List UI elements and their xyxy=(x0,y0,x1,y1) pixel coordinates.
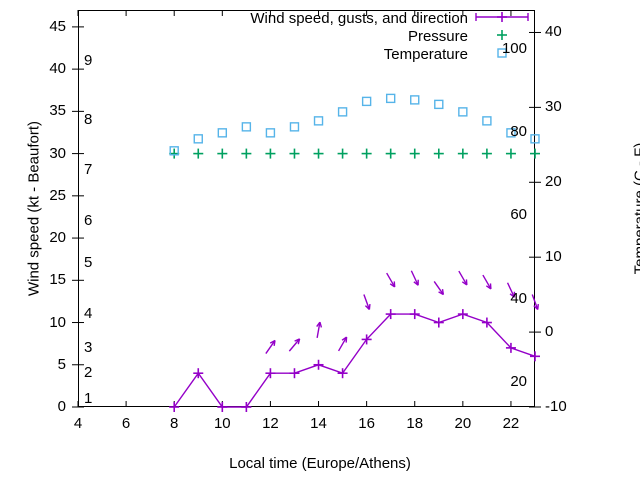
temperature-marker xyxy=(458,107,468,117)
wind-direction-arrowhead xyxy=(297,338,301,345)
temperature-marker xyxy=(217,128,228,138)
wind-direction-arrowhead xyxy=(509,293,515,298)
temperature-marker xyxy=(506,128,516,138)
wind-direction-arrow xyxy=(337,336,348,352)
wind-direction-arrowhead xyxy=(319,321,323,328)
x-tick-label-10: 10 xyxy=(213,415,231,432)
wind-direction-arrowhead xyxy=(441,289,445,295)
y-kt-label-30: 30 xyxy=(49,144,66,162)
temperature-marker xyxy=(289,122,300,132)
wind-direction-arrow xyxy=(410,270,419,286)
y-axis-right-title: Temperature (C - F) xyxy=(631,142,640,275)
y-beaufort-label-4: 4 xyxy=(84,305,93,323)
y-celsius-label--10: -10 xyxy=(545,398,567,415)
temperature-marker xyxy=(241,122,252,132)
x-tick-label-18: 18 xyxy=(406,415,424,432)
x-tick-label-6: 6 xyxy=(121,415,131,432)
y-kt-label-20: 20 xyxy=(49,229,66,247)
plot-frame xyxy=(78,10,535,407)
wind-direction-arrowhead xyxy=(413,281,419,286)
wind-direction-arrowhead xyxy=(364,305,370,311)
y-kt-label-0: 0 xyxy=(57,398,66,415)
y-celsius-label-30: 30 xyxy=(545,98,562,116)
wind-direction-arrowhead xyxy=(294,338,300,342)
temperature-marker xyxy=(410,95,420,105)
wind-direction-arrowhead xyxy=(368,303,371,310)
y-kt-label-35: 35 xyxy=(49,102,66,120)
y-beaufort-label-8: 8 xyxy=(84,110,93,128)
temperature-marker xyxy=(169,146,179,156)
x-tick-label-22: 22 xyxy=(502,415,520,432)
temperature-marker xyxy=(434,99,444,110)
y-celsius-label-10: 10 xyxy=(545,248,562,266)
x-tick-label-8: 8 xyxy=(170,415,179,432)
y-kt-label-45: 45 xyxy=(49,17,66,35)
wind-direction-arrowhead xyxy=(438,291,444,296)
wind-direction-arrow xyxy=(482,274,492,290)
legend-label-pressure: Pressure xyxy=(407,28,468,45)
y-kt-label-25: 25 xyxy=(49,186,66,204)
x-tick-label-14: 14 xyxy=(310,415,327,432)
wind-direction-arrowhead xyxy=(537,303,539,310)
temperature-marker xyxy=(361,96,372,107)
temperature-marker xyxy=(530,134,540,144)
temperature-marker xyxy=(385,93,396,104)
y-kt-label-40: 40 xyxy=(49,60,66,78)
x-tick-label-4: 4 xyxy=(73,415,83,432)
y-kt-label-10: 10 xyxy=(49,313,66,331)
y-beaufort-label-1: 1 xyxy=(84,389,93,407)
y-beaufort-label-3: 3 xyxy=(84,338,93,356)
y-fahrenheit-label-20: 20 xyxy=(510,373,527,391)
y-beaufort-label-6: 6 xyxy=(84,212,93,230)
wind-direction-arrowhead xyxy=(461,281,468,286)
wind-speed-line xyxy=(173,313,536,408)
wind-direction-arrowhead xyxy=(485,285,492,290)
y-axis-left-title: Wind speed (kt - Beaufort) xyxy=(25,120,43,297)
y-fahrenheit-label-80: 80 xyxy=(510,123,527,141)
wind-direction-arrow xyxy=(458,270,468,286)
wind-direction-arrow xyxy=(316,321,321,339)
legend-label-wind: Wind speed, gusts, and direction xyxy=(250,10,468,27)
wind-direction-arrow xyxy=(433,281,444,295)
y-fahrenheit-label-100: 100 xyxy=(501,39,527,57)
y-beaufort-label-7: 7 xyxy=(84,161,93,179)
temperature-marker xyxy=(265,128,276,138)
temperature-marker xyxy=(482,116,492,126)
wind-direction-arrow xyxy=(363,294,371,310)
y-kt-label-5: 5 xyxy=(57,355,66,373)
wind-direction-arrow xyxy=(386,272,396,288)
wind-direction-arrow xyxy=(265,340,276,354)
y-kt-label-15: 15 xyxy=(49,271,66,289)
x-tick-label-20: 20 xyxy=(454,415,472,432)
y-fahrenheit-label-60: 60 xyxy=(510,206,527,224)
wind-direction-arrowhead xyxy=(341,336,347,341)
y-beaufort-label-9: 9 xyxy=(84,51,93,69)
wind-direction-arrowhead xyxy=(316,321,321,327)
x-axis-title: Local time (Europe/Athens) xyxy=(229,455,411,472)
y-beaufort-label-5: 5 xyxy=(84,254,93,272)
wind-direction-arrowhead xyxy=(269,339,276,344)
y-celsius-label-0: 0 xyxy=(545,323,554,341)
wind-direction-arrow xyxy=(506,282,515,298)
wind-direction-arrowhead xyxy=(273,340,276,346)
wind-direction-arrowhead xyxy=(533,305,539,311)
legend-label-temperature: Temperature xyxy=(383,46,468,63)
y-fahrenheit-label-40: 40 xyxy=(510,290,527,308)
y-celsius-label-20: 20 xyxy=(545,173,562,191)
temperature-marker xyxy=(193,134,203,144)
wind-direction-arrow xyxy=(531,294,539,310)
y-celsius-label-40: 40 xyxy=(545,23,562,41)
y-beaufort-label-2: 2 xyxy=(84,364,93,382)
wind-direction-arrow xyxy=(288,338,301,352)
wind-direction-arrowhead xyxy=(389,283,396,288)
temperature-marker xyxy=(337,107,348,117)
temperature-marker xyxy=(313,116,324,126)
legend-key-temperature xyxy=(497,48,507,58)
x-tick-label-16: 16 xyxy=(358,415,375,432)
x-tick-label-12: 12 xyxy=(262,415,279,432)
